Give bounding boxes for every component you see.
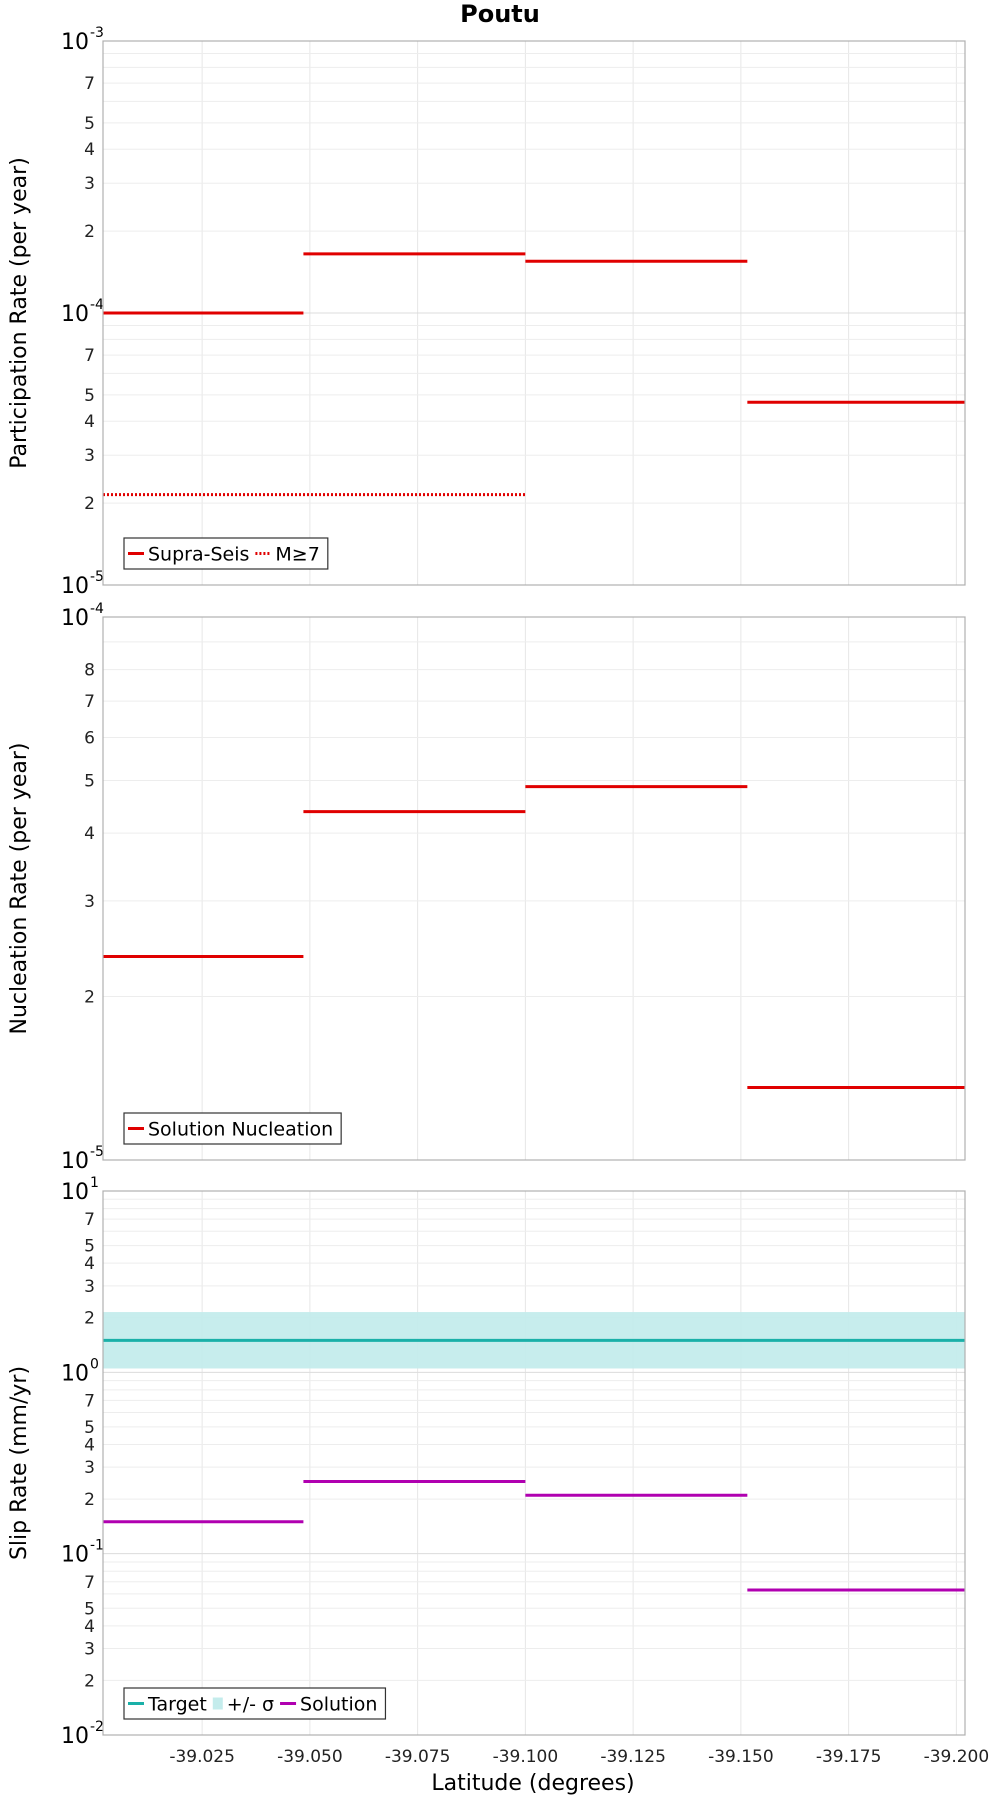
y-tick-label: 4 <box>84 140 95 160</box>
x-tick-label: -39.025 <box>169 1747 235 1767</box>
y-tick-label: 7 <box>84 1391 95 1411</box>
y-tick-label: 3 <box>84 892 95 912</box>
y-tick-label: 3 <box>84 1277 95 1297</box>
legend-entry: +/- σ <box>227 1694 274 1716</box>
y-tick-label: 7 <box>84 692 95 712</box>
y-tick-exponent: -5 <box>90 569 104 585</box>
y-tick-label: 10 <box>61 1543 89 1568</box>
y-tick-exponent: -1 <box>90 1538 104 1554</box>
legend: Supra-Seis M≥7 <box>123 537 329 570</box>
y-tick-label: 2 <box>84 222 95 242</box>
legend-entry: M≥7 <box>275 544 319 566</box>
x-tick-label: -39.200 <box>924 1747 990 1767</box>
y-tick-exponent: -3 <box>90 25 104 41</box>
plot-frame <box>102 616 966 1161</box>
y-tick-label: 6 <box>84 728 95 748</box>
y-tick-label: 3 <box>84 446 95 466</box>
y-tick-label: 4 <box>84 1254 95 1274</box>
y-tick-label: 7 <box>84 1573 95 1593</box>
x-tick-label: -39.175 <box>816 1747 882 1767</box>
y-tick-label: 10 <box>61 1149 89 1174</box>
legend-box <box>123 1687 387 1720</box>
y-axis-label: Slip Rate (mm/yr) <box>7 1366 32 1560</box>
y-axis-label: Nucleation Rate (per year) <box>7 743 32 1035</box>
y-tick-label: 7 <box>84 1210 95 1230</box>
x-tick-label: -39.150 <box>708 1747 774 1767</box>
y-tick-label: 10 <box>61 30 89 55</box>
x-tick-label: -39.075 <box>385 1747 451 1767</box>
y-tick-label: 2 <box>84 988 95 1008</box>
plot-area <box>103 617 965 1160</box>
y-tick-label: 3 <box>84 174 95 194</box>
y-tick-label: 10 <box>61 574 89 599</box>
y-tick-label: 10 <box>61 1361 89 1386</box>
y-tick-label: 5 <box>84 1599 95 1619</box>
y-tick-label: 10 <box>61 606 89 631</box>
plot-frame <box>102 40 966 586</box>
y-tick-label: 7 <box>84 346 95 366</box>
y-tick-exponent: 0 <box>90 1356 99 1372</box>
y-tick-label: 10 <box>61 302 89 327</box>
legend: Target +/- σ Solution <box>123 1687 387 1720</box>
y-tick-label: 2 <box>84 1671 95 1691</box>
y-tick-label: 3 <box>84 1639 95 1659</box>
y-tick-label: 5 <box>84 1418 95 1438</box>
plot-frame <box>102 1190 966 1736</box>
legend-swatch <box>212 1697 223 1710</box>
legend-entry: Solution Nucleation <box>148 1119 333 1141</box>
legend-entry: Solution <box>300 1694 377 1716</box>
x-axis-label: Latitude (degrees) <box>431 1771 634 1796</box>
legend-box <box>123 537 329 570</box>
y-tick-label: 5 <box>84 771 95 791</box>
legend: Solution Nucleation <box>123 1112 342 1145</box>
y-tick-label: 2 <box>84 494 95 514</box>
y-tick-exponent: -4 <box>90 297 104 313</box>
y-tick-exponent: -4 <box>90 601 104 617</box>
y-tick-exponent: -5 <box>90 1144 104 1160</box>
legend-entry: Supra-Seis <box>148 544 249 566</box>
y-tick-label: 10 <box>61 1180 89 1205</box>
y-tick-label: 5 <box>84 1237 95 1257</box>
y-tick-label: 4 <box>84 824 95 844</box>
y-tick-label: 2 <box>84 1309 95 1329</box>
legend-box <box>123 1112 342 1145</box>
x-tick-label: -39.050 <box>277 1747 343 1767</box>
y-tick-label: 5 <box>84 386 95 406</box>
x-tick-label: -39.100 <box>493 1747 559 1767</box>
y-tick-label: 3 <box>84 1458 95 1478</box>
y-tick-exponent: -2 <box>90 1719 104 1735</box>
chart-title: Poutu <box>460 0 540 28</box>
y-tick-label: 5 <box>84 114 95 134</box>
plot-area <box>103 1191 965 1735</box>
y-tick-label: 4 <box>84 412 95 432</box>
legend-entry: Target <box>147 1694 207 1716</box>
y-tick-label: 4 <box>84 1617 95 1637</box>
x-tick-label: -39.125 <box>600 1747 666 1767</box>
y-tick-label: 8 <box>84 661 95 681</box>
y-tick-exponent: 1 <box>90 1175 99 1191</box>
y-axis-label: Participation Rate (per year) <box>7 157 32 469</box>
y-tick-label: 2 <box>84 1490 95 1510</box>
x-axis-ticks: -39.025 -39.050 -39.075 -39.100 -39.125 -39.1… <box>169 1747 989 1767</box>
y-tick-label: 4 <box>84 1435 95 1455</box>
y-tick-label: 10 <box>61 1724 89 1749</box>
y-tick-label: 7 <box>84 74 95 94</box>
